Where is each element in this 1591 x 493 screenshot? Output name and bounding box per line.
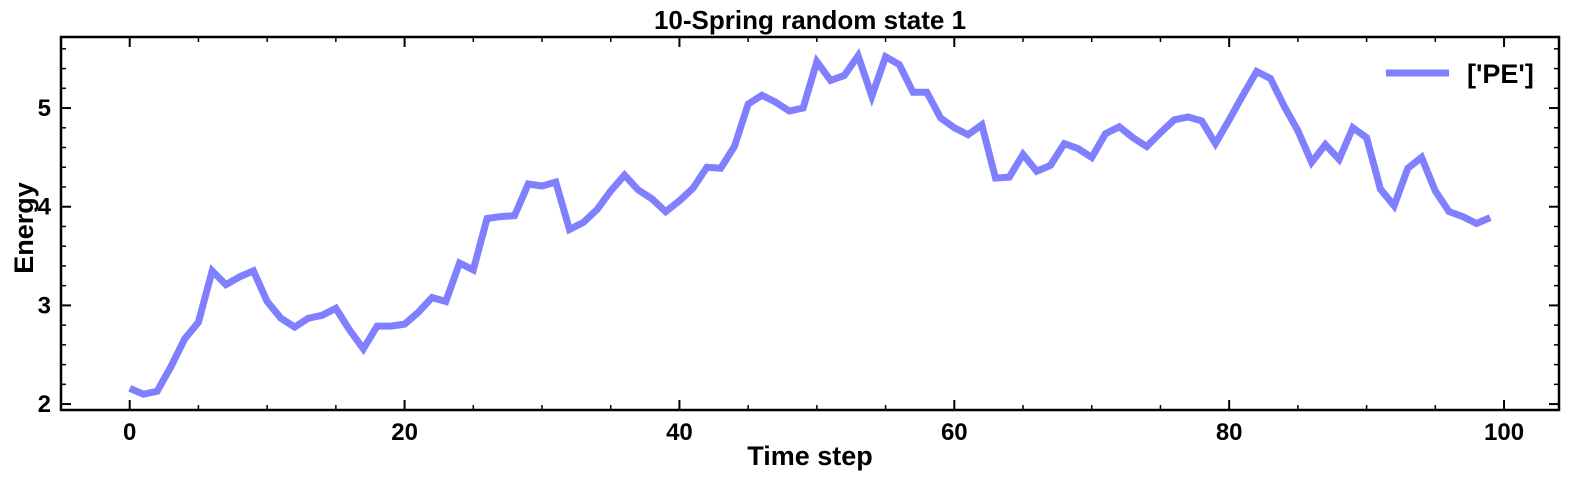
- chart-title: 10-Spring random state 1: [654, 5, 966, 35]
- y-tick-label: 3: [38, 292, 51, 319]
- x-tick-label: 100: [1484, 419, 1524, 446]
- x-tick-label: 0: [123, 419, 136, 446]
- x-tick-label: 80: [1216, 419, 1243, 446]
- y-tick-label: 4: [38, 194, 52, 221]
- x-axis-label: Time step: [747, 441, 873, 471]
- x-tick-label: 20: [391, 419, 418, 446]
- y-axis-label: Energy: [9, 182, 39, 274]
- y-tick-label: 2: [38, 391, 51, 418]
- x-tick-label: 60: [941, 419, 968, 446]
- x-tick-label: 40: [666, 419, 693, 446]
- legend-label: ['PE']: [1467, 59, 1534, 89]
- plot-frame: [59, 35, 1561, 412]
- y-tick-label: 5: [38, 95, 51, 122]
- plot-area: 0 20 40 60 80 100 2 3 4 5 ['PE']: [38, 35, 1561, 446]
- series-line-pe: [128, 48, 1492, 398]
